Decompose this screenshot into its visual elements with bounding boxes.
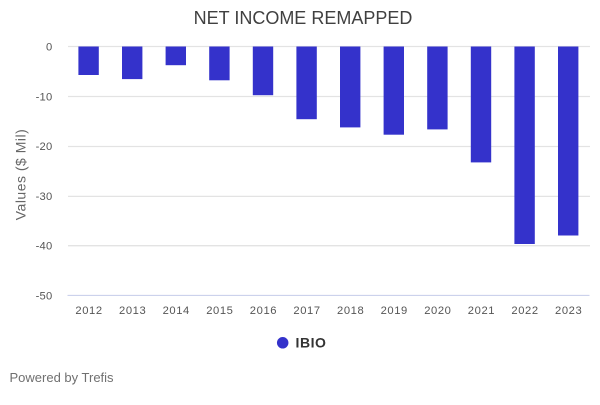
svg-text:2015: 2015 [206,305,233,317]
svg-text:2018: 2018 [337,305,364,317]
svg-text:0: 0 [46,42,52,54]
svg-text:2019: 2019 [381,305,408,317]
svg-text:2014: 2014 [163,305,190,317]
svg-text:2020: 2020 [424,305,451,317]
svg-text:2017: 2017 [293,305,320,317]
svg-text:-30: -30 [36,191,53,203]
svg-text:-40: -40 [36,241,53,253]
svg-text:-10: -10 [36,91,53,103]
svg-text:2016: 2016 [250,305,277,317]
svg-text:Powered by Trefis: Powered by Trefis [10,370,115,385]
svg-text:-50: -50 [36,290,53,302]
svg-text:2013: 2013 [119,305,146,317]
svg-text:2022: 2022 [511,305,538,317]
svg-text:Values ($ Mil): Values ($ Mil) [13,129,29,221]
svg-text:NET INCOME REMAPPED: NET INCOME REMAPPED [194,8,413,28]
svg-text:2023: 2023 [555,305,582,317]
svg-text:2012: 2012 [75,305,102,317]
svg-text:IBIO: IBIO [296,334,327,350]
svg-text:2021: 2021 [468,305,495,317]
svg-text:-20: -20 [36,141,53,153]
